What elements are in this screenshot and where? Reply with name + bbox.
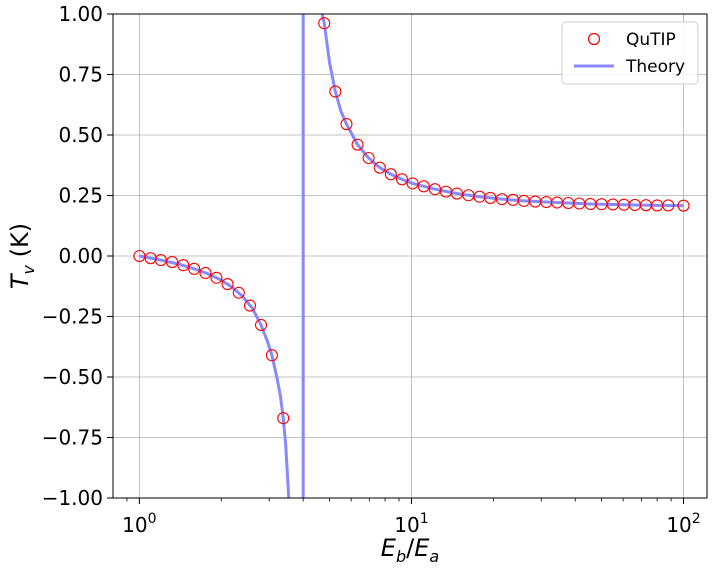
qutip-point bbox=[373, 161, 386, 174]
y-axis-ticks: −1.00 −0.75 −0.50 −0.25 0.00 0.25 0.50 0.75 1.00 bbox=[42, 2, 113, 510]
theory-line-segment bbox=[139, 254, 291, 498]
y-tick-label: −1.00 bbox=[42, 486, 103, 510]
legend-label-theory: Theory bbox=[625, 57, 685, 77]
legend-box bbox=[561, 21, 699, 85]
qutip-point bbox=[384, 168, 397, 181]
x-tick-label: 100 bbox=[122, 511, 156, 537]
y-tick-label: 0.25 bbox=[58, 184, 103, 208]
x-axis-ticks: 100 101 102 bbox=[122, 498, 701, 537]
x-axis-label: Eb/Ea bbox=[381, 534, 439, 566]
qutip-point bbox=[133, 249, 146, 263]
qutip-point bbox=[188, 262, 201, 275]
qutip-point bbox=[428, 183, 441, 196]
qutip-point bbox=[662, 199, 675, 212]
legend-label-qutip: QuTIP bbox=[626, 30, 676, 50]
qutip-point bbox=[340, 118, 353, 131]
qutip-point bbox=[221, 278, 234, 291]
qutip-point bbox=[232, 286, 245, 299]
y-tick-label: 1.00 bbox=[58, 2, 103, 26]
x-tick-label: 101 bbox=[394, 511, 428, 537]
qutip-point bbox=[677, 199, 690, 212]
legend: QuTIP Theory bbox=[561, 21, 699, 85]
qutip-point bbox=[329, 85, 342, 98]
qutip-point bbox=[277, 412, 290, 425]
y-tick-label: 0.00 bbox=[58, 244, 103, 268]
y-axis-label: Tv (K) bbox=[6, 223, 38, 289]
qutip-point bbox=[199, 266, 212, 279]
qutip-point bbox=[243, 299, 257, 312]
qutip-point bbox=[362, 151, 375, 165]
qutip-point bbox=[177, 259, 190, 272]
qutip-point bbox=[351, 138, 364, 151]
qutip-point bbox=[395, 173, 409, 186]
series-layer bbox=[133, 14, 690, 498]
qutip-point bbox=[417, 180, 430, 193]
y-tick-label: 0.50 bbox=[58, 123, 103, 147]
x-tick-label: 102 bbox=[666, 511, 700, 537]
qutip-point bbox=[450, 187, 464, 200]
qutip-point bbox=[166, 255, 179, 269]
qutip-point bbox=[154, 254, 167, 267]
qutip-point bbox=[406, 177, 419, 190]
y-tick-label: −0.25 bbox=[42, 305, 103, 329]
qutip-point bbox=[254, 318, 268, 332]
qutip-point bbox=[210, 271, 223, 284]
qutip-point bbox=[265, 349, 278, 362]
qutip-point bbox=[484, 191, 497, 204]
legend-marker-qutip bbox=[587, 32, 601, 46]
y-tick-label: −0.50 bbox=[42, 365, 103, 389]
y-tick-label: −0.75 bbox=[42, 426, 103, 450]
y-tick-label: 0.75 bbox=[58, 63, 103, 87]
qutip-point bbox=[318, 17, 331, 30]
theory-line-segment bbox=[320, 14, 684, 208]
